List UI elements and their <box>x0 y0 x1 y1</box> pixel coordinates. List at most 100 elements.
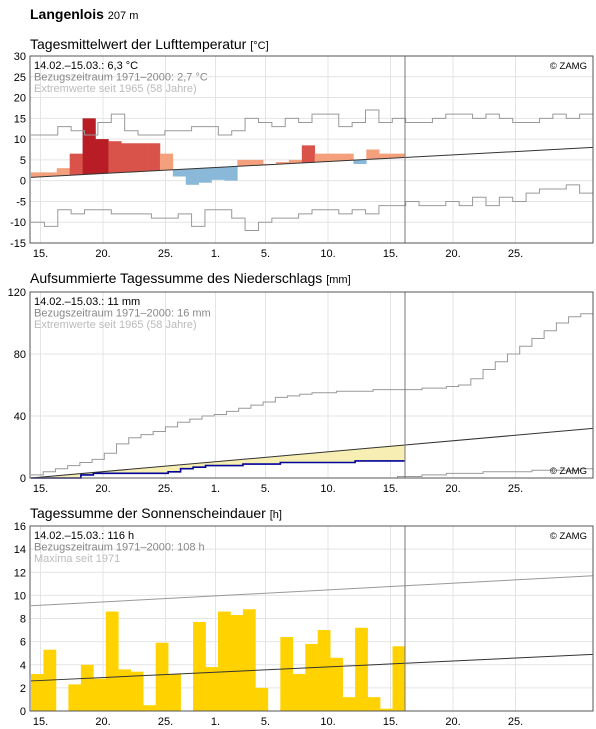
temperature-title: Tagesmittelwert der Lufttemperatur <box>30 36 247 52</box>
x-tick-label: 15. <box>33 483 48 495</box>
temperature-bar <box>134 143 148 172</box>
y-tick-label: 16 <box>14 521 26 533</box>
sunshine-bar <box>367 697 381 711</box>
precipitation-bar <box>380 446 393 461</box>
precipitation-bar <box>280 455 294 463</box>
temperature-bar <box>288 159 303 164</box>
precipitation-bar <box>342 449 356 463</box>
x-tick-label: 20. <box>445 716 460 728</box>
precipitation-bar <box>180 464 194 469</box>
y-tick-label: 6 <box>20 637 26 649</box>
sunshine-bar <box>230 615 244 711</box>
y-tick-label: 0 <box>20 706 26 718</box>
plot-frame <box>29 55 594 244</box>
x-tick-label: 20. <box>95 483 110 495</box>
y-tick-label: 0 <box>20 176 26 188</box>
y-tick-label: -5 <box>16 196 26 208</box>
sunshine-panel-title: Tagessumme der Sonnenscheindauer [h] <box>30 505 282 521</box>
sunshine-bar <box>130 671 144 711</box>
x-tick-label: 10. <box>320 483 335 495</box>
sunshine-bar <box>317 630 331 711</box>
sunshine-bar <box>292 674 306 711</box>
y-tick-label: 4 <box>20 660 26 672</box>
sunshine-bar <box>380 708 393 711</box>
temperature-panel-title: Tagesmittelwert der Lufttemperatur [°C] <box>30 36 269 52</box>
y-tick-label: 0 <box>20 473 26 485</box>
temperature-bar <box>237 159 251 167</box>
y-tick-label: 25 <box>14 72 26 84</box>
temperature-bar <box>224 166 238 181</box>
sunshine-bar <box>218 611 231 711</box>
temperature-bar <box>82 118 96 175</box>
precipitation-unit: [mm] <box>326 274 351 286</box>
sunshine-bar <box>342 697 356 711</box>
temperature-bar <box>366 149 380 160</box>
precipitation-bar <box>118 469 132 474</box>
y-tick-label: 2 <box>20 683 26 695</box>
y-tick-label: 5 <box>20 155 26 167</box>
x-tick-label: 1. <box>211 248 220 260</box>
info-line-2: Bezugszeitraum 1971–2000: 108 h <box>34 542 205 554</box>
precipitation-bar <box>355 448 368 461</box>
min-extreme-line <box>31 184 593 232</box>
station-title: Langenlois 207 m <box>30 6 138 22</box>
maxima-line <box>30 575 594 607</box>
precipitation-bar <box>230 459 244 466</box>
temperature-bar <box>185 168 199 185</box>
panel-precip: 0 40 80 120 15. 20. 25. 1. 5. 10. 15. 20. 25. 14.02.–… <box>8 287 594 495</box>
info-line-2: Bezugszeitraum 1971–2000: 16 mm <box>34 308 211 320</box>
temperature-bar <box>314 153 328 162</box>
info-line-3: Extremwerte seit 1965 (58 Jahre) <box>34 319 197 331</box>
info-line-1: 14.02.–15.03.: 116 h <box>34 530 134 542</box>
temperature-bar <box>108 141 122 173</box>
temperature-bar <box>121 143 135 173</box>
x-tick-label: 15. <box>33 248 48 260</box>
sunshine-bar <box>143 705 156 711</box>
sunshine-bar <box>305 643 319 711</box>
temperature-bar <box>301 145 316 163</box>
info-line-3: Maxima seit 1971 <box>34 553 120 565</box>
info-line-2: Bezugszeitraum 1971–2000: 2,7 °C <box>34 72 208 84</box>
sunshine-bar <box>242 609 256 711</box>
y-tick-label: 15 <box>14 113 26 125</box>
precipitation-bar <box>242 458 256 465</box>
temperature-bar <box>95 139 109 174</box>
sunshine-bar <box>105 611 119 711</box>
normal-line <box>30 653 594 682</box>
sunshine-bar <box>68 684 82 711</box>
temperature-bar <box>56 168 70 176</box>
zamg-brand: © ZAMG <box>550 531 587 542</box>
sunshine-bar <box>330 657 343 711</box>
info-line-1: 14.02.–15.03.: 11 mm <box>34 296 140 308</box>
temperature-bar <box>198 168 212 183</box>
temperature-bar <box>250 159 264 166</box>
y-tick-label: 12 <box>14 567 26 579</box>
x-tick-label: 25. <box>158 248 173 260</box>
x-tick-label: 5. <box>261 483 270 495</box>
sunshine-title: Tagessumme der Sonnenscheindauer <box>30 505 266 521</box>
precipitation-bar <box>305 453 319 463</box>
precipitation-bar <box>392 445 406 461</box>
zamg-brand: © ZAMG <box>550 466 587 477</box>
precipitation-bar <box>68 474 82 478</box>
y-tick-label: -10 <box>10 217 26 229</box>
temperature-bar <box>340 153 354 161</box>
observed-cumulative-line <box>31 460 405 479</box>
sunshine-bar <box>280 637 294 711</box>
sunshine-bar <box>168 674 181 711</box>
x-tick-label: 15. <box>33 716 48 728</box>
panel-sun: 0 2 4 6 8 10 12 14 16 15. 20. 25. 1. 5. 10. 15. 20. 25. 14… <box>14 521 594 728</box>
temperature-bar <box>392 153 406 158</box>
x-tick-label: 15. <box>383 716 398 728</box>
temperature-bar <box>147 143 161 171</box>
x-tick-label: 5. <box>261 248 270 260</box>
temperature-bar <box>159 153 174 171</box>
y-tick-label: 40 <box>14 411 26 423</box>
y-tick-label: 80 <box>14 349 26 361</box>
max-extreme-line <box>31 313 593 476</box>
precipitation-bar <box>168 465 181 472</box>
precipitation-bar <box>55 475 69 478</box>
precipitation-bar <box>43 476 57 478</box>
y-tick-label: 8 <box>20 614 26 626</box>
x-tick-label: 15. <box>383 483 398 495</box>
